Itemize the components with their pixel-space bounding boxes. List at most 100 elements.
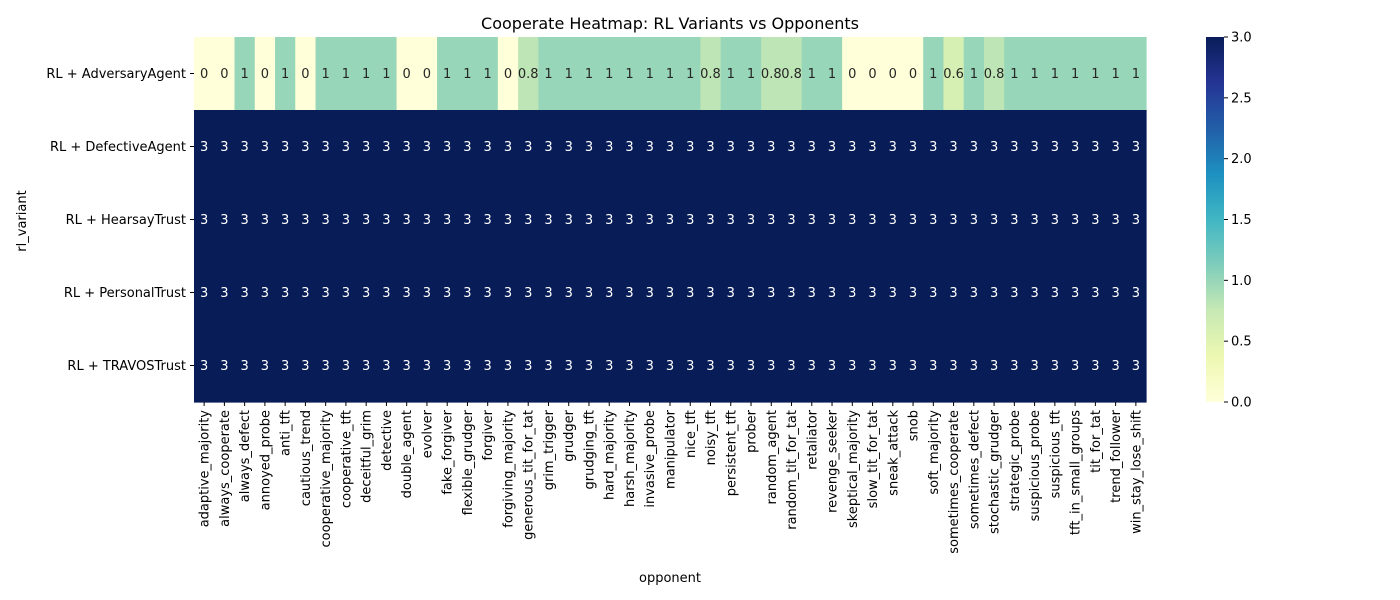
cell-value-label: 3 (1051, 286, 1059, 301)
chart-title: Cooperate Heatmap: RL Variants vs Oppone… (481, 14, 859, 33)
x-tick-label: cooperative_majority (319, 410, 334, 548)
cell-value-label: 3 (727, 213, 735, 228)
cell-value-label: 3 (240, 213, 248, 228)
x-tick-label: retaliator (805, 409, 820, 469)
cell-value-label: 3 (605, 213, 613, 228)
heatmap-cell (720, 37, 742, 111)
y-tick-label: RL + PersonalTrust (64, 286, 186, 301)
cell-value-label: 0 (504, 67, 512, 82)
heatmap-cell (801, 329, 823, 403)
cell-value-label: 3 (240, 140, 248, 155)
heatmap-cell (659, 110, 681, 184)
heatmap-cell (902, 329, 924, 403)
colorbar-ticks: 0.0 0.5 1.0 1.5 2.0 2.5 3.0 (1224, 31, 1252, 411)
heatmap-cell (376, 183, 398, 257)
heatmap-cell (457, 110, 479, 184)
heatmap-cell (558, 256, 580, 330)
heatmap-cell (700, 329, 722, 403)
cell-value-label: 1 (727, 67, 735, 82)
cell-value-label: 3 (625, 286, 633, 301)
cell-value-label: 3 (949, 140, 957, 155)
cell-value-label: 3 (706, 359, 714, 374)
heatmap-cell (335, 183, 357, 257)
cell-value-label: 3 (565, 359, 573, 374)
heatmap-cell (862, 37, 884, 111)
cell-value-label: 3 (565, 286, 573, 301)
heatmap-cell (437, 329, 458, 403)
cell-value-label: 3 (990, 286, 998, 301)
heatmap-cell (416, 37, 438, 111)
cell-value-label: 3 (322, 286, 330, 301)
cell-value-label: 3 (342, 359, 350, 374)
heatmap-cell (275, 183, 296, 257)
cell-value-label: 3 (342, 213, 350, 228)
cell-value-label: 3 (747, 359, 755, 374)
cell-value-label: 3 (382, 359, 390, 374)
cell-value-label: 1 (1132, 67, 1140, 82)
heatmap-cell (234, 329, 256, 403)
cell-value-label: 3 (281, 286, 289, 301)
cell-value-label: 3 (1111, 286, 1119, 301)
heatmap-cell (740, 256, 762, 330)
heatmap-cell (376, 329, 398, 403)
heatmap-cell (801, 183, 823, 257)
heatmap-cell (963, 329, 985, 403)
x-tick-label: noisy_tft (704, 410, 719, 465)
cell-value-label: 3 (403, 140, 411, 155)
cell-value-label: 3 (524, 213, 532, 228)
cell-value-label: 1 (1010, 67, 1018, 82)
cell-value-label: 1 (666, 67, 674, 82)
heatmap-cell (1004, 329, 1026, 403)
heatmap-cell (902, 256, 924, 330)
heatmap-cell (599, 329, 620, 403)
cell-value-label: 0.8 (984, 67, 1005, 82)
cell-value-label: 3 (443, 140, 451, 155)
cell-value-label: 3 (322, 359, 330, 374)
cell-value-label: 3 (484, 140, 492, 155)
cell-value-label: 1 (382, 67, 390, 82)
cell-value-label: 3 (544, 213, 552, 228)
heatmap-cell (862, 256, 884, 330)
heatmap-cell (943, 110, 965, 184)
cell-value-label: 3 (382, 140, 390, 155)
cell-value-label: 1 (585, 67, 593, 82)
cell-value-label: 1 (484, 67, 492, 82)
heatmap-cell (842, 37, 864, 111)
heatmap-cell (761, 256, 783, 330)
cell-value-label: 3 (808, 213, 816, 228)
heatmap-cell (356, 37, 377, 111)
heatmap-cell (356, 256, 377, 330)
heatmap-cell (214, 329, 236, 403)
cell-value-label: 3 (949, 359, 957, 374)
cell-value-label: 0 (889, 67, 897, 82)
heatmap-cell (254, 256, 276, 330)
cell-value-label: 3 (686, 140, 694, 155)
cell-value-label: 3 (706, 286, 714, 301)
heatmap-cell (315, 37, 337, 111)
heatmap-cell (1125, 37, 1147, 111)
cell-value-label: 3 (1111, 359, 1119, 374)
heatmap-cell (295, 256, 317, 330)
cell-value-label: 3 (403, 359, 411, 374)
heatmap-cell (335, 110, 357, 184)
heatmap-cell (740, 37, 762, 111)
heatmap-cell (801, 37, 823, 111)
cell-value-label: 3 (362, 140, 370, 155)
cell-value-label: 3 (706, 213, 714, 228)
x-tick-label: fake_forgiver (441, 409, 456, 494)
heatmap-cell (558, 37, 580, 111)
y-tick-label: RL + HearsayTrust (66, 213, 186, 228)
cell-value-label: 3 (544, 140, 552, 155)
cell-value-label: 3 (767, 286, 775, 301)
cell-value-label: 3 (1111, 213, 1119, 228)
heatmap-cell (376, 256, 398, 330)
cell-value-label: 3 (261, 140, 269, 155)
heatmap-cell (477, 329, 499, 403)
heatmap-cell (335, 329, 357, 403)
cell-value-label: 3 (220, 140, 228, 155)
heatmap-cell (356, 329, 377, 403)
cell-value-label: 3 (646, 286, 654, 301)
cell-value-label: 1 (605, 67, 613, 82)
heatmap-cell (801, 110, 823, 184)
